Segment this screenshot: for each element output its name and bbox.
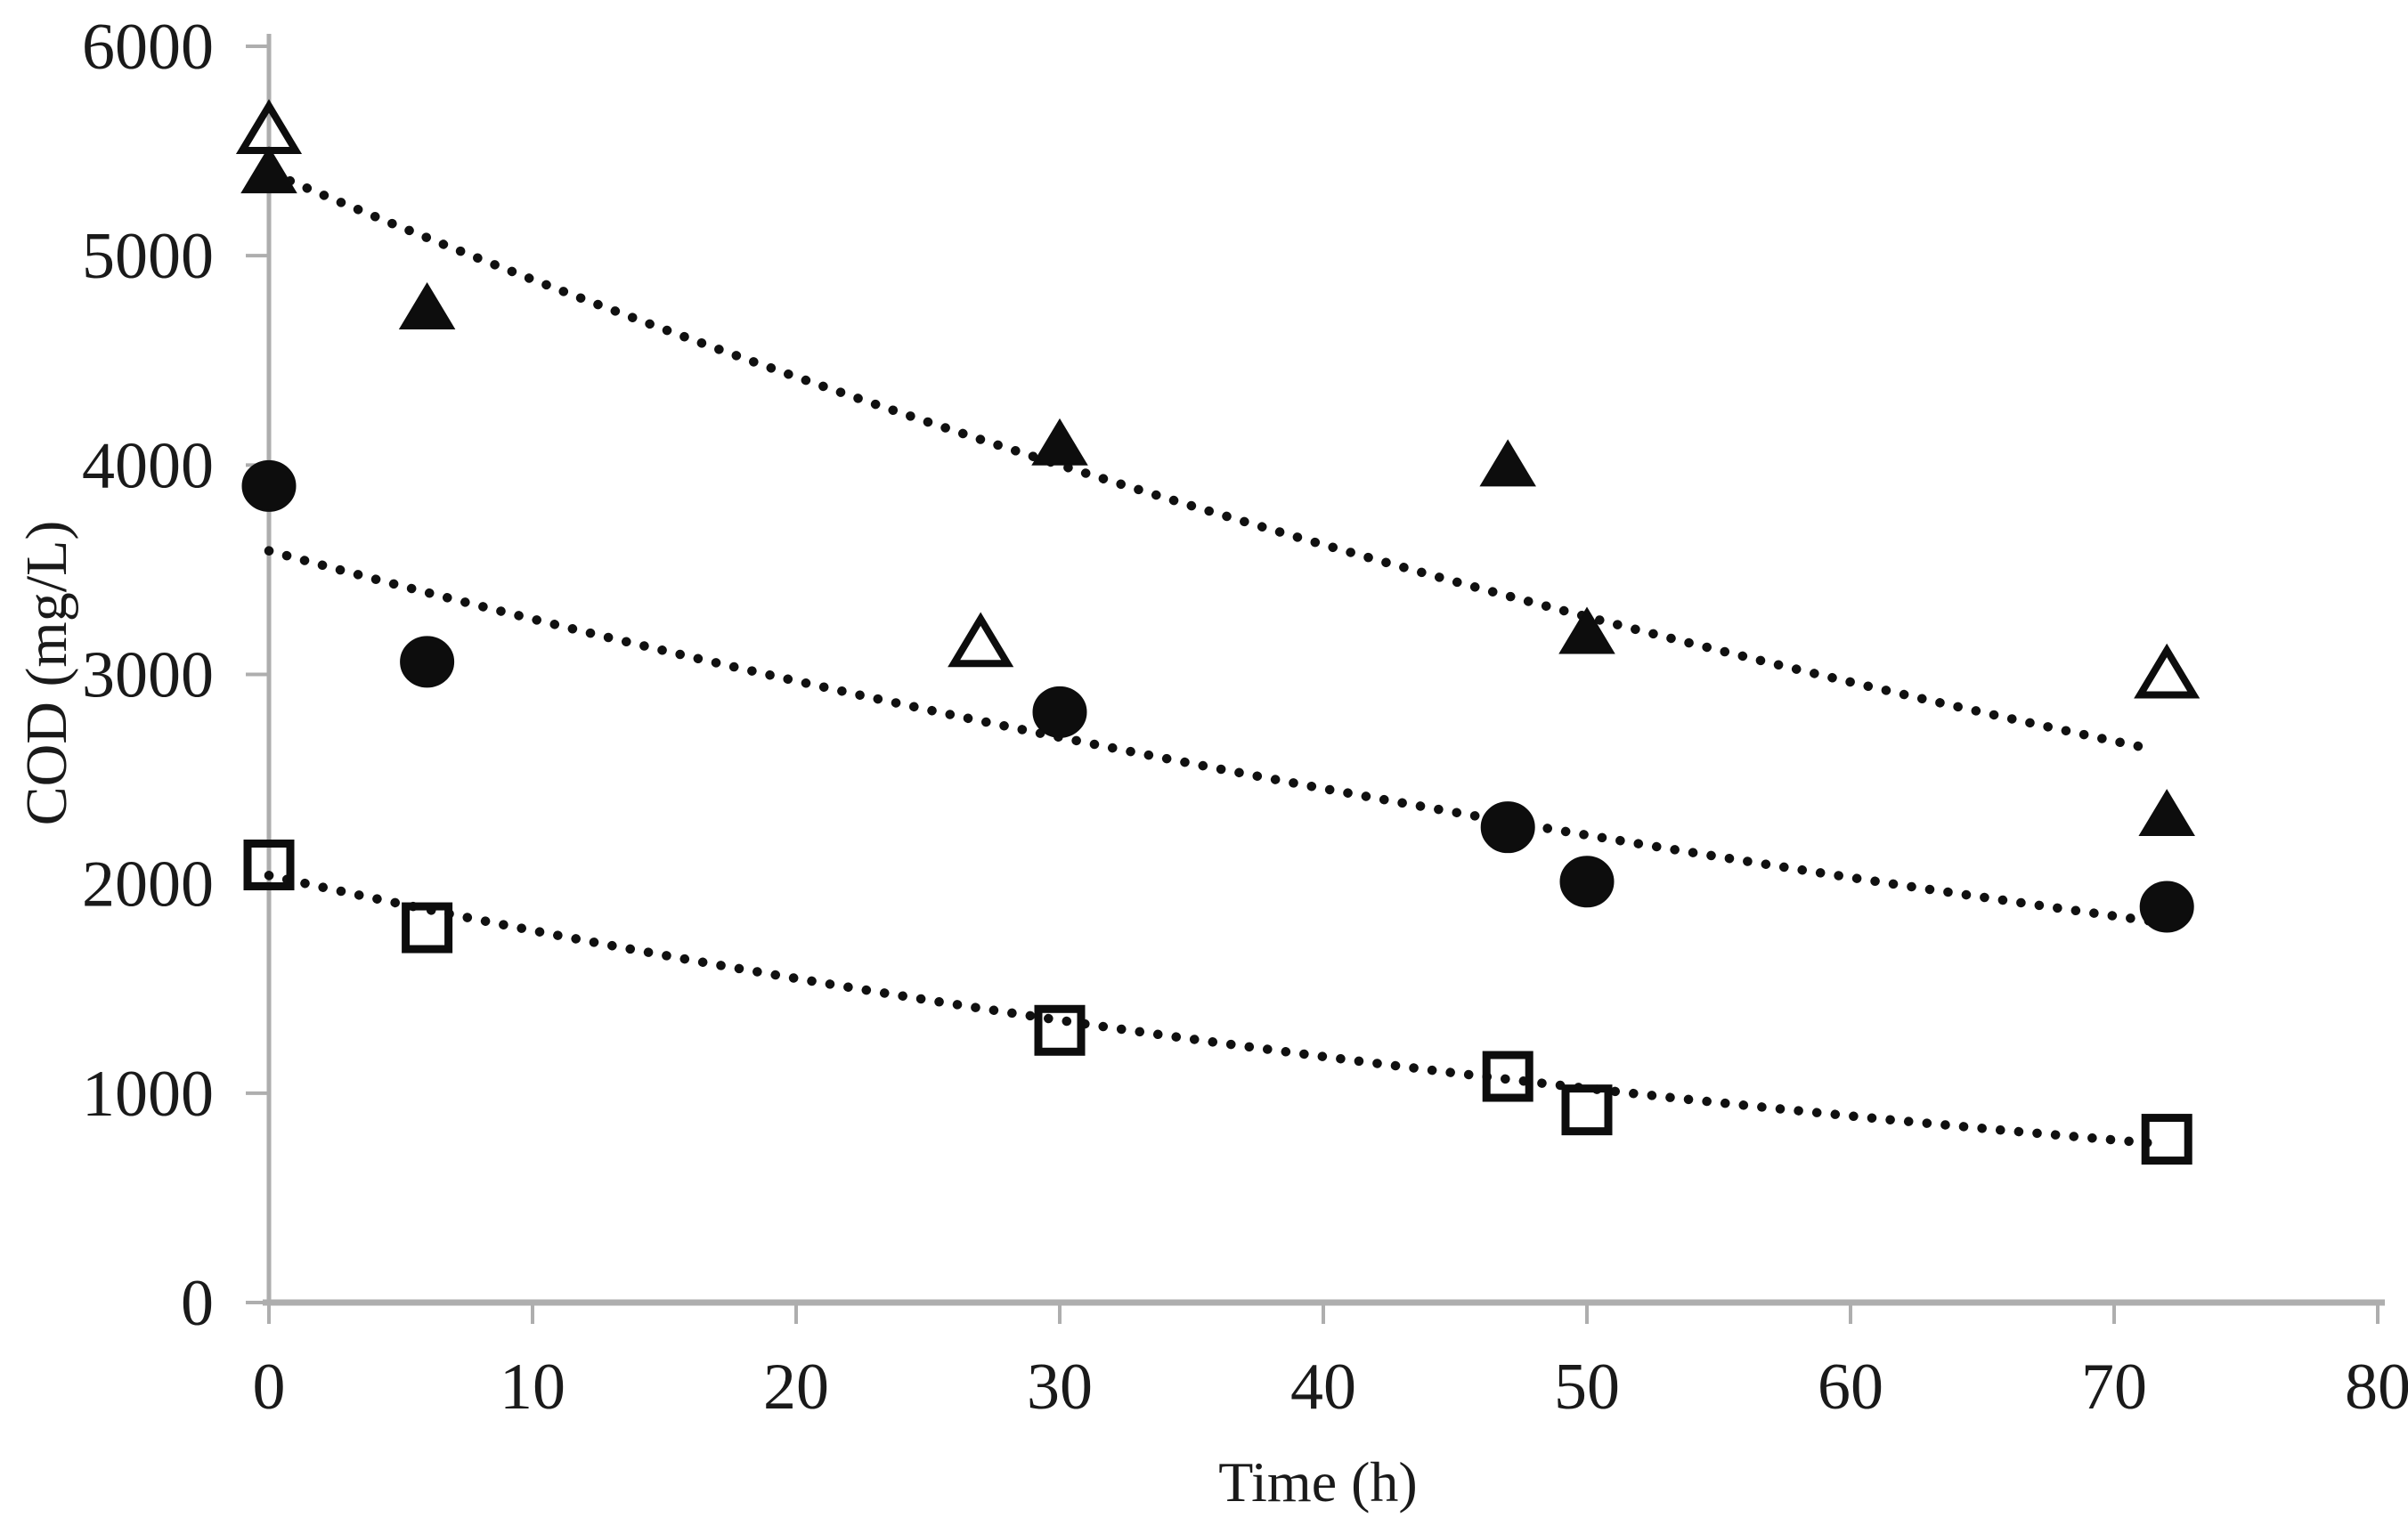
marker-filled-triangle (2138, 789, 2195, 837)
marker-filled-circle (1032, 686, 1087, 738)
marker-open-square (1561, 1084, 1613, 1136)
y-tick-label: 6000 (82, 11, 214, 84)
y-axis-title: COD (mg/L) (14, 521, 79, 826)
y-tick-label: 4000 (82, 429, 214, 502)
marker-open-square (1482, 1051, 1533, 1102)
axes-layer: 0 1000 2000 3000 4000 5000 6000 0 10 20 30 40 50 60 70… (82, 11, 2408, 1424)
x-tick-label: 30 (1027, 1351, 1093, 1424)
markers-layer (235, 99, 2201, 1165)
marker-open-square (402, 902, 453, 954)
x-tick-label: 80 (2345, 1351, 2408, 1424)
x-tick-label: 50 (1554, 1351, 1620, 1424)
marker-open-square (243, 839, 295, 890)
x-tick-label: 40 (1290, 1351, 1356, 1424)
trendline-triangles-filled (285, 175, 2159, 755)
marker-filled-circle (2139, 881, 2194, 933)
marker-filled-triangle (1031, 418, 1088, 466)
x-axis-title: Time (h) (1218, 1450, 1417, 1514)
marker-open-triangle (948, 612, 1014, 668)
trendlines-layer (264, 175, 2159, 1149)
marker-filled-triangle (1558, 606, 1615, 654)
marker-filled-triangle (1479, 439, 1536, 487)
y-tick-label: 5000 (82, 220, 214, 293)
marker-open-triangle (235, 99, 303, 155)
marker-filled-circle (1480, 801, 1535, 854)
marker-filled-triangle (398, 281, 456, 329)
x-tick-label: 20 (763, 1351, 829, 1424)
x-tick-label: 60 (1818, 1351, 1883, 1424)
marker-filled-circle (1559, 856, 1615, 908)
marker-open-triangle (2134, 643, 2201, 699)
marker-filled-triangle (240, 146, 297, 194)
trendline-circles-filled (264, 546, 2156, 926)
y-tick-label: 1000 (82, 1058, 214, 1131)
y-tick-label: 3000 (82, 638, 214, 711)
x-tick-label: 0 (253, 1351, 286, 1424)
marker-filled-circle (241, 459, 297, 512)
marker-open-square (2141, 1114, 2192, 1165)
y-tick-label: 0 (181, 1267, 214, 1340)
trendline-squares-open (264, 871, 2156, 1149)
x-tick-label: 70 (2081, 1351, 2147, 1424)
marker-filled-circle (400, 636, 455, 688)
marker-open-square (1034, 1004, 1086, 1056)
x-tick-label: 10 (500, 1351, 565, 1424)
y-tick-label: 2000 (82, 848, 214, 921)
